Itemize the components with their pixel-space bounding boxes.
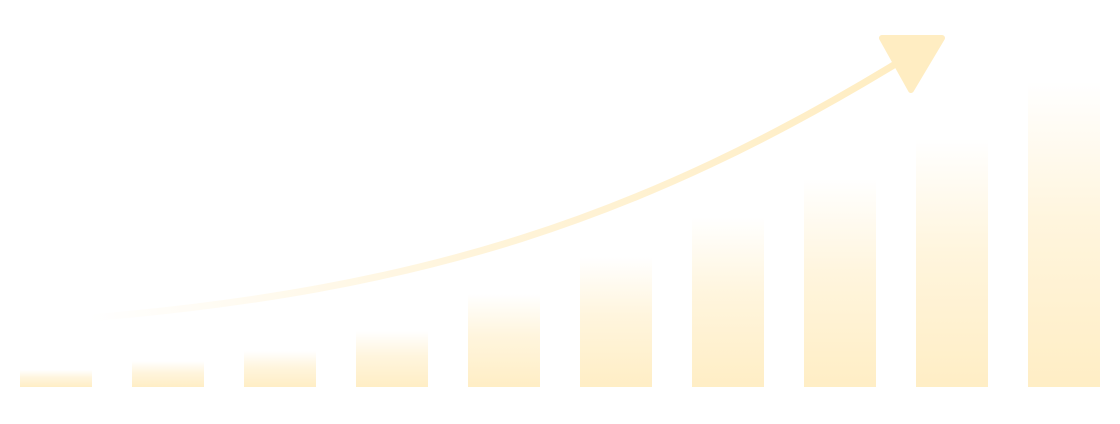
bar-5 xyxy=(468,294,540,387)
bar-series xyxy=(20,82,1100,387)
bar-4 xyxy=(356,331,428,387)
bar-3 xyxy=(244,351,316,387)
bar-9 xyxy=(916,139,988,387)
bar-10 xyxy=(1028,82,1100,387)
bar-8 xyxy=(804,179,876,387)
trend-arrow-head xyxy=(879,35,945,93)
trend-arrow-curve xyxy=(86,56,906,322)
bar-1 xyxy=(20,370,92,387)
bar-2 xyxy=(132,361,204,387)
bar-7 xyxy=(692,217,764,387)
bar-6 xyxy=(580,257,652,387)
trend-arrow xyxy=(86,35,945,322)
